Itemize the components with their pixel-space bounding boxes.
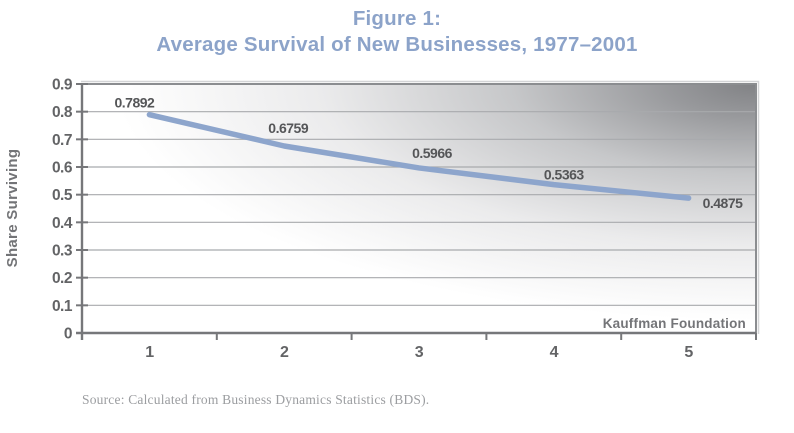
- y-tick-label: 0.8: [52, 104, 73, 121]
- x-tick-label: 5: [684, 344, 693, 361]
- x-tick-label: 4: [550, 344, 559, 361]
- y-tick-label: 0: [64, 326, 72, 343]
- figure-title-line2: Average Survival of New Businesses, 1977…: [156, 33, 638, 57]
- x-tick-label: 3: [415, 344, 424, 361]
- figure-title-line1: Figure 1:: [352, 7, 442, 30]
- data-label: 0.4875: [703, 195, 744, 211]
- y-tick-label: 0.7: [52, 132, 72, 149]
- y-tick-label: 0.1: [52, 298, 73, 315]
- y-axis-title: Share Surviving: [4, 149, 21, 268]
- x-tick-label: 2: [280, 344, 289, 361]
- y-tick-label: 0.2: [52, 270, 72, 287]
- plot-outer-edge: [81, 80, 760, 334]
- source-note: Source: Calculated from Business Dynamic…: [82, 392, 430, 407]
- figure-title: Figure 1: Average Survival of New Busine…: [0, 6, 794, 58]
- y-tick-label: 0.4: [52, 215, 73, 232]
- data-label: 0.5363: [544, 167, 585, 183]
- data-label: 0.7892: [114, 95, 155, 111]
- survival-line: [146, 111, 692, 201]
- data-label: 0.6759: [268, 120, 309, 136]
- chart-canvas: 0.9 0.8 0.7 0.6 0.5 0.4 0.3 0.2 0.1 0 1 2 3 4 5 0.7892 0…: [52, 77, 760, 361]
- x-tick-label: 1: [145, 344, 154, 361]
- y-tick-label: 0.9: [52, 77, 73, 94]
- y-tick-label: 0.5: [52, 187, 73, 204]
- data-label: 0.5966: [412, 145, 453, 161]
- y-tick-label: 0.6: [52, 160, 73, 177]
- y-tick-label: 0.3: [52, 243, 73, 260]
- watermark-label: Kauffman Foundation: [603, 316, 746, 331]
